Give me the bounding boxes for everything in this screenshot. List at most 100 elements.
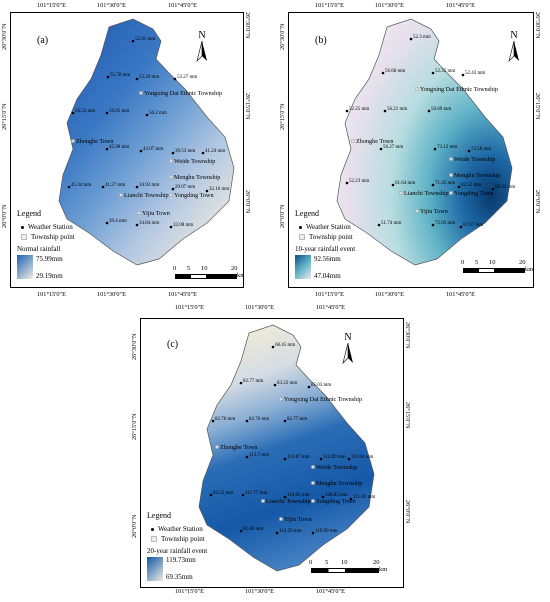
station-value-label: 56.68 mm <box>385 69 405 74</box>
left-lat-label: 26°15'0"N <box>279 103 286 130</box>
bottom-lon-label: 101°30'0"E <box>97 291 126 298</box>
township-name-label: Weide Township <box>454 156 495 163</box>
weather-station-point <box>241 493 245 497</box>
township-point <box>71 139 75 143</box>
station-value-label: 55.78 mm <box>110 73 130 78</box>
bottom-lon-label: 101°30'0"E <box>245 588 274 595</box>
station-value-label: 32.16 mm <box>209 187 229 192</box>
weather-station-point <box>67 185 71 189</box>
township-square-icon <box>151 536 157 542</box>
station-dot-icon <box>21 225 24 229</box>
weather-station-point <box>347 457 351 461</box>
township-point <box>351 139 355 143</box>
station-value-label: 52.91 mm <box>135 37 155 42</box>
station-value-label: 82.76 mm <box>215 417 235 422</box>
svg-text:N: N <box>510 30 517 41</box>
top-lon-label: 101°30'0"E <box>97 2 126 9</box>
top-lon-label: 101°30'0"E <box>245 304 274 311</box>
township-point <box>279 397 283 401</box>
weather-station-point <box>135 77 139 81</box>
station-value-label: 52.35 mm <box>435 69 455 74</box>
ramp-min: 47.04mm <box>314 272 341 280</box>
ramp-swatch <box>17 255 33 279</box>
station-value-label: 61.64 mm <box>395 181 415 186</box>
township-name-label: Yongding Town <box>316 498 356 505</box>
station-value-label: 41.24 mm <box>205 149 225 154</box>
station-value-label: 71.45 mm <box>435 181 455 186</box>
station-value-label: 110.92 mm <box>287 493 310 498</box>
weather-station-point <box>105 221 109 225</box>
top-lon-label: 101°15'0"E <box>37 2 66 9</box>
station-value-label: 110.87 mm <box>287 455 310 460</box>
weather-station-point <box>381 71 385 75</box>
weather-station-point <box>105 147 109 151</box>
station-value-label: 68.45 mm <box>275 343 295 348</box>
station-value-label: 39.4 mm <box>109 219 127 224</box>
weather-station-point <box>135 223 139 227</box>
weather-station-point <box>431 223 435 227</box>
county-boundary <box>198 324 375 572</box>
township-name-label: Yijiu Town <box>284 516 312 523</box>
ramp-title: 10-year rainfall event <box>295 245 356 253</box>
north-label: N <box>198 30 205 41</box>
weather-station-point <box>245 419 249 423</box>
weather-station-point <box>239 381 243 385</box>
station-value-label: 52.23 mm <box>349 179 369 184</box>
weather-station-point <box>283 495 287 499</box>
township-point <box>311 499 315 503</box>
station-value-label: 73.12 mm <box>437 145 457 150</box>
township-point <box>311 465 315 469</box>
scale-bar: 0 5 10 20 km <box>461 259 534 273</box>
township-name-label: Zhonghe Town <box>356 138 393 145</box>
station-value-label: 53.29 mm <box>139 75 159 80</box>
station-value-label: 110.99 mm <box>315 529 338 534</box>
bottom-lon-label: 101°45'0"E <box>446 291 475 298</box>
station-value-label: 32.08 mm <box>173 223 193 228</box>
weather-station-point <box>105 111 109 115</box>
top-lon-label: 101°15'0"E <box>315 2 344 9</box>
north-arrow-icon: N <box>508 30 519 62</box>
svg-text:N: N <box>344 332 351 343</box>
weather-station-point <box>139 149 143 153</box>
panel-label: (a) <box>37 35 49 46</box>
weather-station-point <box>459 225 463 229</box>
township-point <box>169 159 173 163</box>
weather-station-point <box>457 185 461 189</box>
township-name-label: Menghu Township <box>174 174 220 181</box>
weather-station-point <box>345 109 349 113</box>
scale-bar: 0 5 10 20 km <box>173 265 243 279</box>
station-value-label: 72.58 mm <box>471 147 491 152</box>
station-value-label: 67.97 mm <box>463 223 483 228</box>
left-lat-label: 26°0'0"N <box>131 514 138 538</box>
station-value-label: 112.59 mm <box>279 529 302 534</box>
station-value-label: 88.34 mm <box>495 185 515 190</box>
township-square-icon <box>21 234 27 240</box>
left-lat-label: 26°0'0"N <box>279 204 286 228</box>
map-svg-a: 52.91 mm 55.78 mm 53.29 mm 53.27 mm 56.53 mm… <box>58 18 235 266</box>
station-dot-icon <box>299 225 302 229</box>
township-name-label: Menghu Township <box>316 480 362 487</box>
weather-station-point <box>345 181 349 185</box>
map-frame: 52.91 mm 55.78 mm 53.29 mm 53.27 mm 56.53 mm… <box>10 12 244 288</box>
weather-station-point <box>205 189 209 193</box>
station-value-label: 82.77 mm <box>287 417 307 422</box>
weather-station-point <box>391 183 395 187</box>
station-value-label: 82.76 mm <box>249 417 269 422</box>
township-name-label: Yongding Town <box>454 190 494 197</box>
weather-station-point <box>467 149 471 153</box>
weather-station-point <box>71 111 75 115</box>
right-lat-label: 26°15'0"N <box>534 93 541 120</box>
station-value-label: 82.77 mm <box>243 379 263 384</box>
weather-station-point <box>173 77 177 81</box>
weather-station-point <box>273 383 277 387</box>
bottom-lon-label: 101°15'0"E <box>37 291 66 298</box>
map-panel-a: 101°15'0"E 101°30'0"E 101°45'0"E 26°30'0… <box>0 0 272 303</box>
north-arrow-icon: N <box>342 332 353 364</box>
bottom-lon-label: 101°30'0"E <box>375 291 404 298</box>
legend-station: Weather Station <box>21 223 73 231</box>
township-point <box>169 193 173 197</box>
weather-station-point <box>377 223 381 227</box>
township-name-label: Weide Township <box>174 158 215 165</box>
township-name-label: Yongxing Dai Ethnic Township <box>144 90 222 97</box>
left-lat-label: 26°30'0"N <box>279 23 286 50</box>
